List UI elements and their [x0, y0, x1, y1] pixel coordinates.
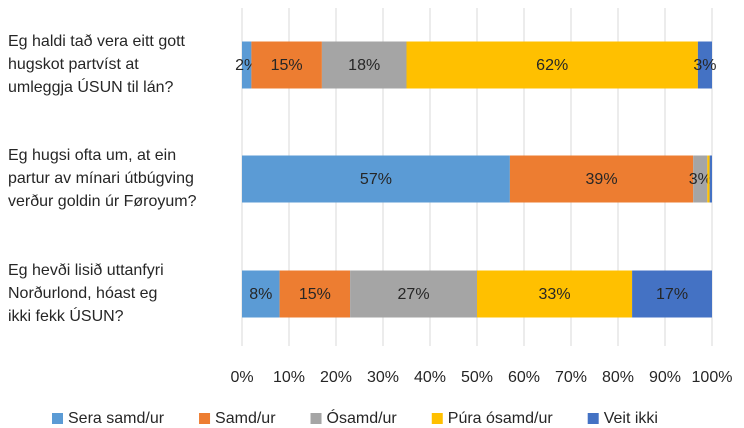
bar-segment — [350, 270, 477, 318]
bar-segment — [477, 270, 633, 318]
bar-segment — [242, 270, 280, 318]
category-label-line: Eg haldi tað vera eitt gott — [8, 33, 186, 50]
legend-label: Veit ikki — [604, 410, 658, 427]
category-label-line: Eg hevði lisið uttanfyri — [8, 262, 164, 279]
x-tick-label: 60% — [508, 369, 540, 386]
legend-swatch — [52, 413, 63, 424]
category-label-line: verður goldin úr Føroyum? — [8, 193, 197, 210]
category-label-line: hugskot partvíst at — [8, 56, 139, 73]
x-tick-label: 10% — [273, 369, 305, 386]
x-tick-label: 20% — [320, 369, 352, 386]
x-tick-label: 0% — [230, 369, 253, 386]
x-tick-label: 90% — [649, 369, 681, 386]
legend-label: Ósamd/ur — [327, 408, 398, 427]
bar-segment — [707, 155, 710, 203]
data-label: 57% — [360, 171, 392, 188]
bar-segment — [279, 270, 351, 318]
data-label: 18% — [348, 57, 380, 74]
legend-label: Samd/ur — [215, 410, 276, 427]
bar-segment — [406, 41, 698, 89]
category-label-line: ikki fekk ÚSUN? — [8, 306, 124, 325]
x-tick-label: 50% — [461, 369, 493, 386]
bar-segment — [321, 41, 407, 89]
data-label: 15% — [271, 57, 303, 74]
x-tick-label: 80% — [602, 369, 634, 386]
data-label: 3% — [693, 57, 716, 74]
category-label: Eg hevði lisið uttanfyri Norðurlond, hóas… — [8, 262, 164, 325]
bar-segment — [693, 155, 708, 203]
category-label: Eg haldi tað vera eitt gott hugskot partv… — [8, 33, 186, 96]
legend-label: Púra ósamd/ur — [448, 410, 554, 427]
data-label: 62% — [536, 57, 568, 74]
data-label: 27% — [398, 286, 430, 303]
category-label-line: umleggja ÚSUN til lán? — [8, 77, 174, 96]
category-label-line: Eg hugsi ofta um, at ein — [8, 147, 176, 164]
bar-segment — [242, 41, 252, 89]
bar-segment — [632, 270, 712, 318]
data-label: 15% — [299, 286, 331, 303]
data-label: 17% — [656, 286, 688, 303]
category-label: Eg hugsi ofta um, at ein partur av mínari… — [8, 147, 197, 210]
x-tick-label: 30% — [367, 369, 399, 386]
legend-swatch — [310, 413, 322, 424]
data-label: 8% — [249, 286, 272, 303]
category-label-line: partur av mínari útbúgving — [8, 170, 194, 187]
data-label: 39% — [586, 171, 618, 188]
bar-segment — [709, 155, 712, 203]
bar-segment — [509, 155, 694, 203]
legend-swatch — [431, 413, 443, 424]
legend-swatch — [199, 413, 211, 424]
x-tick-label: 70% — [555, 369, 587, 386]
category-label-line: Norðurlond, hóast eg — [8, 285, 157, 302]
bar-segment — [251, 41, 322, 89]
x-tick-label: 40% — [414, 369, 446, 386]
bar-segment — [697, 41, 712, 89]
legend-label: Sera samd/ur — [68, 410, 165, 427]
bar-segment — [242, 155, 510, 203]
data-label: 33% — [539, 286, 571, 303]
x-tick-label: 100% — [692, 369, 733, 386]
legend-swatch — [587, 413, 599, 424]
data-label: 3% — [689, 171, 712, 188]
